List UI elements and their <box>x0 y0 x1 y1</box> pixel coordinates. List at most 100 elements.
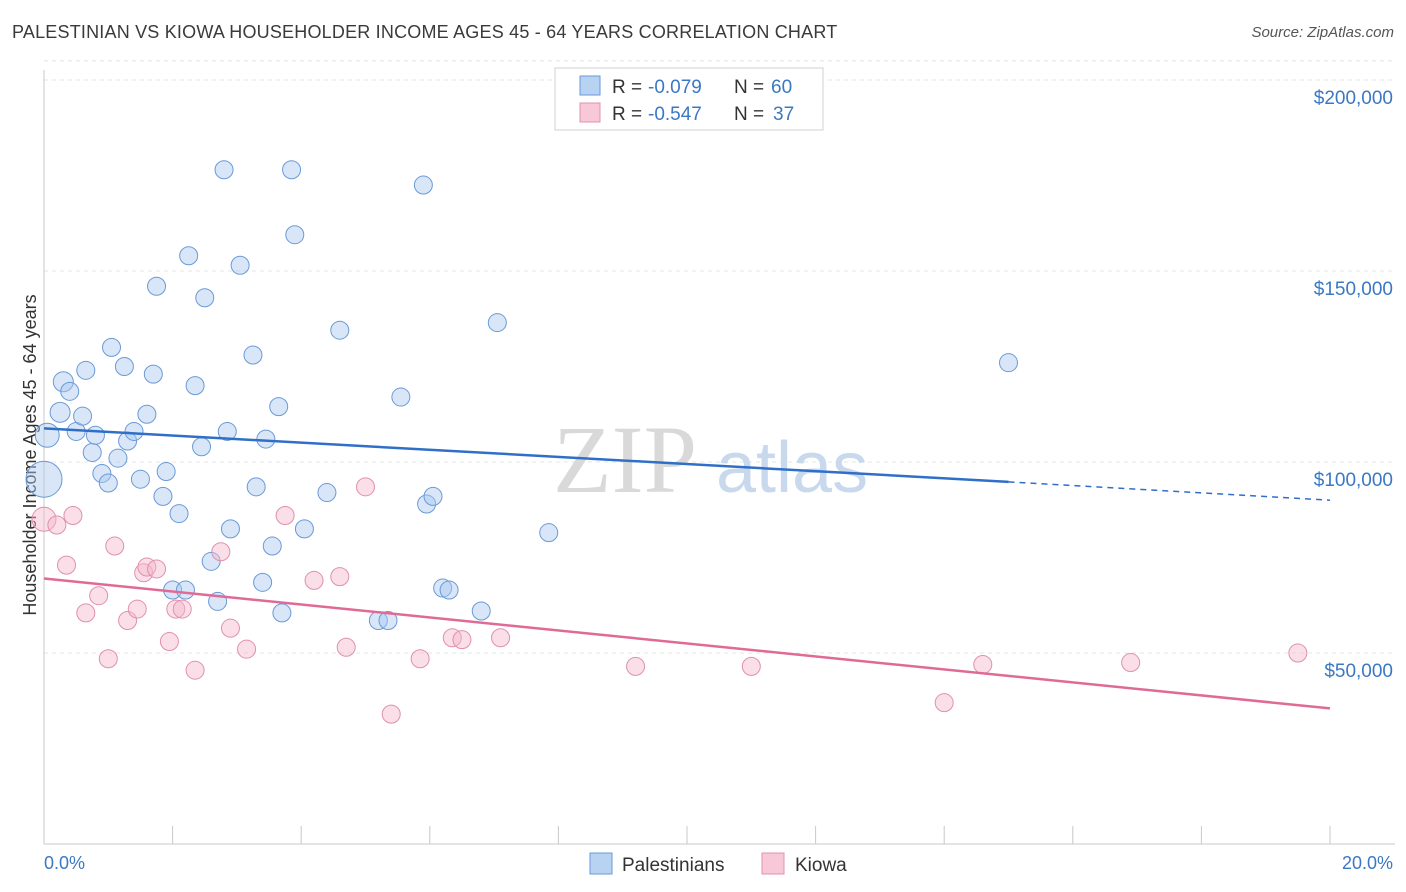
point-kiowa <box>134 563 154 583</box>
legend-swatch-kiowa <box>579 102 601 123</box>
point-palestinians <box>185 376 205 396</box>
point-palestinians <box>175 580 195 600</box>
point-palestinians <box>330 320 350 340</box>
trend-line-palestinians <box>43 427 1009 484</box>
point-palestinians <box>73 406 93 426</box>
point-kiowa <box>166 599 186 619</box>
point-kiowa <box>410 649 430 669</box>
point-kiowa <box>452 630 472 650</box>
point-kiowa <box>934 693 954 713</box>
legend-bottom-label-palestinians: Palestinians <box>622 855 724 876</box>
point-palestinians <box>214 160 234 180</box>
point-palestinians <box>282 160 302 180</box>
point-kiowa <box>185 660 205 680</box>
point-palestinians <box>82 442 102 462</box>
point-palestinians <box>76 360 96 380</box>
point-palestinians <box>262 536 282 556</box>
y-tick-labels: $50,000 $100,000 $150,000 $200,000 <box>1314 88 1393 682</box>
y-tick-label: $200,000 <box>1314 88 1393 109</box>
legend-n-label-1: N = <box>734 77 764 98</box>
point-palestinians <box>471 601 491 621</box>
point-palestinians <box>269 397 289 417</box>
legend-n-value-2: 37 <box>773 104 794 125</box>
point-palestinians <box>272 603 292 623</box>
point-kiowa <box>220 618 240 638</box>
point-kiowa <box>336 637 356 657</box>
point-palestinians <box>130 469 150 489</box>
trend-extension-palestinians <box>1008 481 1331 501</box>
correlation-legend: R = -0.079 N = 60 R = -0.547 N = 37 <box>554 67 824 131</box>
point-kiowa <box>304 570 324 590</box>
legend-r-value-1: -0.079 <box>648 77 702 98</box>
point-palestinians <box>285 225 305 245</box>
trend-line-kiowa <box>43 577 1331 710</box>
point-palestinians <box>137 404 157 424</box>
axes <box>43 70 1395 845</box>
point-palestinians <box>85 425 105 445</box>
point-palestinians <box>999 353 1018 373</box>
point-palestinians <box>49 401 71 423</box>
legend-bottom-swatch-palestinians <box>589 852 613 875</box>
legend-r-label-2: R = <box>612 104 642 125</box>
point-palestinians <box>153 486 173 506</box>
point-kiowa <box>137 557 157 577</box>
point-palestinians <box>124 421 144 441</box>
point-palestinians <box>487 313 507 333</box>
point-kiowa <box>63 505 83 525</box>
x-tick-labels: 0.0% 20.0% <box>44 853 1393 873</box>
point-kiowa <box>491 628 511 648</box>
point-palestinians <box>179 246 199 266</box>
point-palestinians <box>60 381 80 401</box>
point-palestinians <box>143 364 163 384</box>
point-palestinians <box>108 448 128 468</box>
point-kiowa <box>127 599 147 619</box>
point-palestinians <box>413 175 433 195</box>
point-kiowa <box>159 632 179 652</box>
point-palestinians <box>52 371 74 393</box>
point-kiowa <box>330 567 350 587</box>
legend-swatch-palestinians <box>579 75 601 96</box>
point-palestinians <box>192 437 212 457</box>
point-kiowa <box>147 559 167 579</box>
point-palestinians <box>539 523 559 543</box>
point-palestinians <box>98 473 118 493</box>
legend-r-value-2: -0.547 <box>648 104 702 125</box>
point-palestinians <box>246 477 266 497</box>
point-kiowa <box>237 639 257 659</box>
legend-n-value-1: 60 <box>771 77 792 98</box>
y-axis-label: Householder Income Ages 45 - 64 years <box>20 294 40 615</box>
series-legend: Palestinians Kiowa <box>589 852 847 876</box>
point-palestinians <box>433 578 453 598</box>
x-tick-label: 20.0% <box>1342 853 1393 873</box>
legend-bottom-label-kiowa: Kiowa <box>795 855 847 876</box>
point-palestinians <box>423 486 443 506</box>
trend-lines <box>43 427 1331 710</box>
point-palestinians <box>439 580 459 600</box>
point-palestinians <box>243 345 263 365</box>
y-tick-label: $150,000 <box>1314 279 1393 300</box>
point-palestinians <box>230 255 250 275</box>
point-palestinians <box>169 504 189 524</box>
x-tick-label: 0.0% <box>44 853 85 873</box>
point-kiowa <box>31 506 57 532</box>
point-palestinians <box>147 276 167 296</box>
legend-bottom-swatch-kiowa <box>761 852 785 875</box>
point-palestinians <box>156 462 176 482</box>
series-palestinians <box>25 160 1018 631</box>
point-palestinians <box>217 421 237 441</box>
series-kiowa <box>31 477 1308 724</box>
point-kiowa <box>57 555 77 575</box>
source-label: Source: ZipAtlas.com <box>1251 24 1394 41</box>
point-palestinians <box>201 551 221 571</box>
point-palestinians <box>220 519 240 539</box>
point-palestinians <box>294 519 314 539</box>
point-kiowa <box>442 628 462 648</box>
point-kiowa <box>98 649 118 669</box>
point-kiowa <box>626 656 646 676</box>
point-palestinians <box>25 460 63 498</box>
point-palestinians <box>378 611 398 631</box>
point-palestinians <box>195 288 215 308</box>
point-kiowa <box>741 656 761 676</box>
y-tick-label: $50,000 <box>1324 661 1393 682</box>
